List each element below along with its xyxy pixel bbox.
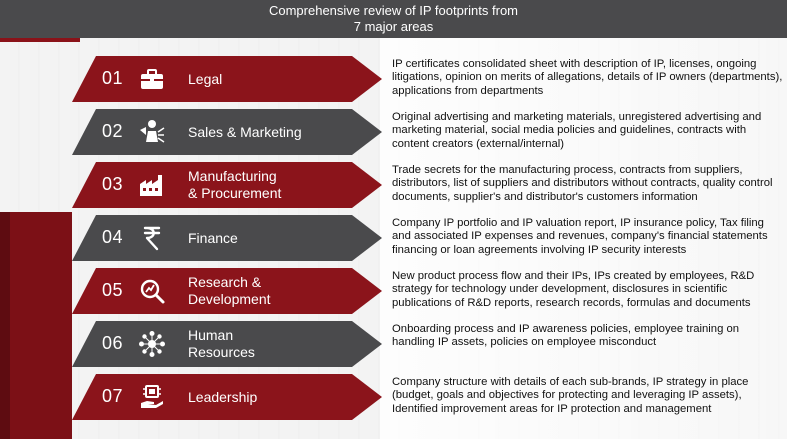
area-label-line: Legal [188, 70, 223, 87]
area-description-finance: Company IP portfolio and IP valuation re… [392, 217, 768, 256]
area-label: Sales & Marketing [188, 109, 368, 155]
area-number: 02 [102, 121, 124, 141]
area-row-research-development: 05 Research & Development [72, 268, 382, 314]
briefcase-icon [138, 65, 166, 93]
area-label-line: Manufacturing [188, 168, 277, 184]
arrow-shape [72, 268, 382, 314]
area-row-human-resources: 06 Human Resources [72, 321, 382, 367]
area-number: 03 [102, 174, 124, 194]
area-number: 06 [102, 333, 124, 353]
area-row-legal: 01 Legal [72, 56, 382, 102]
area-row-finance: 04 Finance [72, 215, 382, 261]
factory-icon [138, 171, 166, 199]
rupee-icon [138, 224, 166, 252]
arrow-shape [72, 109, 382, 155]
area-label-line: Human [188, 327, 234, 343]
arrow-shape [72, 321, 382, 367]
research-magnifier-icon [138, 277, 166, 305]
area-number: 07 [102, 386, 124, 406]
area-label-line: Leadership [188, 388, 258, 405]
header-accent [0, 38, 80, 42]
area-row-sales-marketing: 02 Sales & Marketing [72, 109, 382, 155]
area-description-human-resources: Onboarding process and IP awareness poli… [392, 323, 740, 349]
area-label: Finance [188, 215, 368, 261]
area-description-manufacturing-procurement: Trade secrets for the manufacturing proc… [392, 164, 773, 203]
area-label-line: Development [188, 291, 271, 307]
area-label-line: Sales & Marketing [188, 123, 302, 140]
background-fade [380, 0, 787, 439]
area-label-line: Research & [188, 274, 262, 290]
area-number: 05 [102, 280, 124, 300]
area-number: 01 [102, 68, 124, 88]
area-label-line: Resources [188, 344, 255, 360]
area-description-legal: IP certificates consolidated sheet with … [392, 58, 783, 97]
area-label: Research & Development [188, 268, 368, 314]
people-network-icon [138, 330, 166, 358]
area-description-leadership: Company structure with details of each s… [392, 376, 749, 415]
arrow-shape [72, 56, 382, 102]
area-label-line: Finance [188, 229, 238, 246]
header-banner: Comprehensive review of IP footprints fr… [0, 0, 787, 38]
arrow-shape [72, 162, 382, 208]
area-label-line: & Procurement [188, 185, 282, 201]
area-description-research-development: New product process flow and their IPs, … [392, 270, 755, 309]
header-title-line1: Comprehensive review of IP footprints fr… [268, 3, 519, 18]
area-row-manufacturing-procurement: 03 Manufacturing & Procurement [72, 162, 382, 208]
area-label: Legal [188, 56, 368, 102]
header-title-line2: 7 major areas [353, 19, 434, 34]
area-number: 04 [102, 227, 124, 247]
leadership-chip-hand-icon [138, 383, 166, 411]
left-spine-shadow [0, 212, 10, 439]
area-label: Manufacturing & Procurement [188, 162, 368, 208]
area-label: Human Resources [188, 321, 368, 367]
area-row-leadership: 07 Leadership [72, 374, 382, 420]
arrow-shape [72, 215, 382, 261]
area-description-sales-marketing: Original advertising and marketing mater… [392, 111, 762, 150]
left-spine [0, 212, 72, 439]
area-label: Leadership [188, 374, 368, 420]
megaphone-person-icon [138, 118, 166, 146]
